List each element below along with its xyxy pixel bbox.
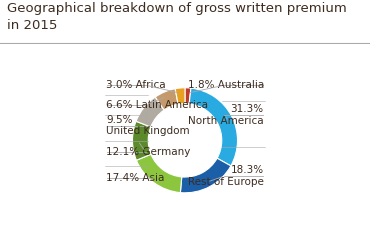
Text: 17.4% Asia: 17.4% Asia (106, 173, 165, 183)
Wedge shape (185, 88, 191, 104)
Wedge shape (155, 89, 178, 110)
Wedge shape (189, 88, 238, 166)
Wedge shape (136, 97, 164, 127)
Text: 12.1% Germany: 12.1% Germany (106, 147, 191, 157)
Wedge shape (137, 154, 182, 193)
Text: 6.6% Latin America: 6.6% Latin America (106, 100, 208, 110)
Text: 9.5%
United Kingdom: 9.5% United Kingdom (106, 115, 190, 136)
Wedge shape (181, 158, 231, 193)
Text: 31.3%
North America: 31.3% North America (188, 104, 264, 126)
Wedge shape (132, 121, 151, 160)
Text: Geographical breakdown of gross written premium
in 2015: Geographical breakdown of gross written … (7, 2, 347, 32)
Text: 18.3%
Rest of Europe: 18.3% Rest of Europe (188, 165, 264, 187)
Wedge shape (175, 88, 185, 104)
Text: 1.8% Australia: 1.8% Australia (188, 80, 264, 90)
Text: 3.0% Africa: 3.0% Africa (106, 80, 166, 90)
